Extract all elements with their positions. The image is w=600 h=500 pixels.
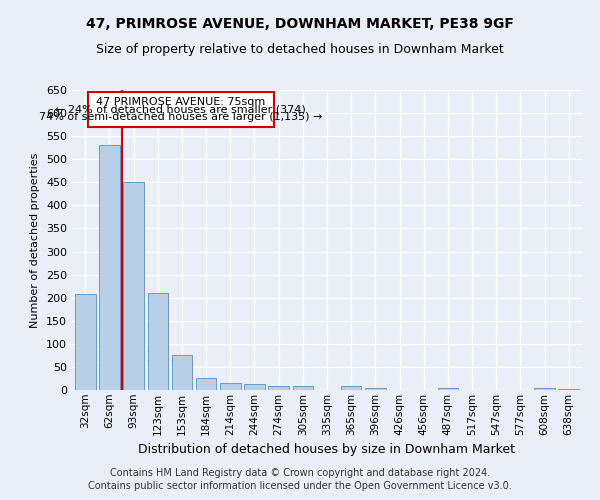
Bar: [559, 388, 579, 390]
Bar: [268, 386, 289, 390]
Bar: [99, 146, 120, 390]
Bar: [148, 293, 168, 390]
X-axis label: Distribution of detached houses by size in Downham Market: Distribution of detached houses by size …: [139, 443, 515, 456]
Text: Contains public sector information licensed under the Open Government Licence v3: Contains public sector information licen…: [88, 481, 512, 491]
Bar: [124, 182, 144, 390]
Text: 74% of semi-detached houses are larger (1,135) →: 74% of semi-detached houses are larger (…: [39, 112, 322, 122]
Bar: [244, 384, 265, 390]
Bar: [341, 386, 361, 390]
Bar: [75, 294, 95, 390]
Bar: [196, 378, 217, 390]
Text: ← 24% of detached houses are smaller (374): ← 24% of detached houses are smaller (37…: [55, 104, 306, 115]
Y-axis label: Number of detached properties: Number of detached properties: [31, 152, 40, 328]
Bar: [534, 388, 555, 390]
Text: Contains HM Land Registry data © Crown copyright and database right 2024.: Contains HM Land Registry data © Crown c…: [110, 468, 490, 477]
Bar: [365, 388, 386, 390]
Bar: [293, 386, 313, 390]
Text: 47 PRIMROSE AVENUE: 75sqm: 47 PRIMROSE AVENUE: 75sqm: [96, 97, 265, 107]
Bar: [172, 356, 192, 390]
Text: 47, PRIMROSE AVENUE, DOWNHAM MARKET, PE38 9GF: 47, PRIMROSE AVENUE, DOWNHAM MARKET, PE3…: [86, 18, 514, 32]
FancyBboxPatch shape: [88, 92, 274, 127]
Text: Size of property relative to detached houses in Downham Market: Size of property relative to detached ho…: [96, 42, 504, 56]
Bar: [220, 383, 241, 390]
Bar: [437, 388, 458, 390]
